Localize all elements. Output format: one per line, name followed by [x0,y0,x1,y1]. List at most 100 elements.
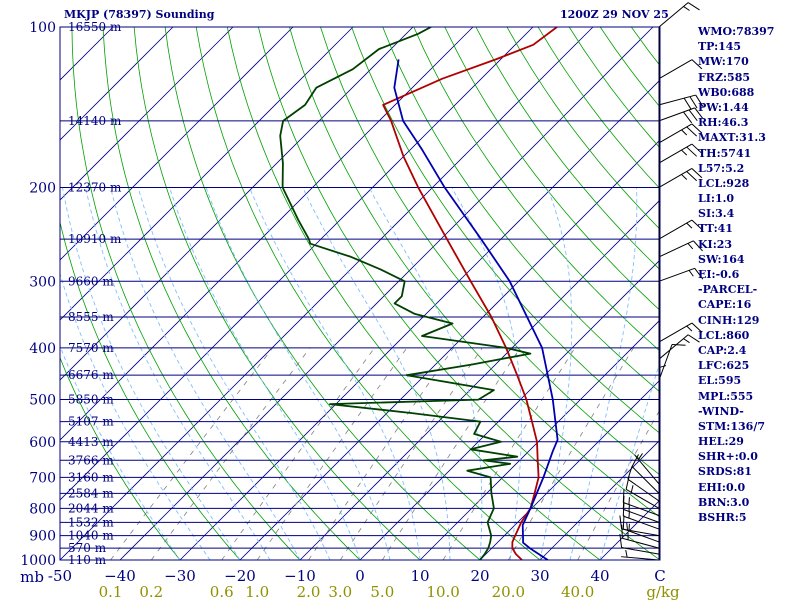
index-item: MW:170 [698,55,749,69]
temperature-tick-label: 10 [410,567,429,585]
wind-barb-shaft [658,143,693,164]
mixing-ratio-line [577,408,660,560]
mixing-ratio-label: 20.0 [492,583,525,600]
mixing-ratio-line [339,347,483,560]
wind-barb [658,143,703,164]
wind-barb-full [686,126,698,137]
height-label: 14140 m [68,114,122,128]
height-label: 7570 m [68,341,114,355]
index-item: BRN:3.0 [698,495,750,509]
mixing-ratio-label: 1.0 [245,583,269,600]
moist-adiabat-line [249,187,421,560]
wind-barb-full [631,454,639,467]
wind-barb-full [691,219,703,230]
wind-barb [658,59,703,80]
wind-barb-shaft [631,466,660,494]
index-item: SI:3.4 [698,207,735,221]
index-item: LCL:860 [698,328,750,342]
moist-adiabat-line [368,187,483,560]
wind-barb [658,334,700,360]
height-label: 1040 m [68,529,114,543]
isotherm-line [119,27,654,560]
wind-barb-half [687,243,694,250]
isotherm-line [299,199,660,560]
wind-barb [658,2,700,28]
isotherm-line [359,259,660,560]
mixing-ratio-line [442,347,576,560]
mixing-ratio-line [507,347,634,560]
index-item: MPL:555 [698,389,754,403]
wind-barb-half [625,549,628,558]
wind-barb [658,123,703,144]
wind-barb-half [628,523,630,532]
wind-barb-shaft [622,537,660,549]
pressure-label: 700 [29,470,56,486]
wind-barb [621,549,660,561]
wind-barb-full [691,143,703,154]
wind-barb-full [627,466,633,480]
index-item: -WIND- [698,404,744,418]
wind-barb [621,524,660,549]
temperature-tick-label: -50 [48,567,72,585]
pressure-label: 600 [29,435,56,451]
wind-barb-half [683,6,690,11]
height-label: 3160 m [68,470,114,484]
temperature-tick-label: 20 [470,567,489,585]
wind-barb-full [691,168,703,179]
wind-barb-shaft [658,267,695,282]
moist-adiabat-line [169,187,361,560]
wind-barb-shaft [621,528,660,537]
wind-barb-full [691,322,703,333]
index-item: L57:5.2 [698,161,745,175]
index-item: TH:5741 [698,146,752,160]
wind-barb-full [688,109,698,122]
moist-adiabat-line [110,187,301,560]
index-item: EL:595 [698,374,742,388]
wind-barb-shaft [623,528,660,543]
wind-barb-column [619,2,704,561]
height-label: 1532 m [68,515,114,529]
wind-barb-shaft [658,168,693,188]
pressure-label: 1000 [20,553,56,569]
isotherm-line [479,379,660,560]
wind-barb-full [671,344,686,346]
wind-barb-shaft [621,547,660,555]
wind-barb-full [695,94,704,107]
wind-barb-shaft [658,107,695,122]
wind-barb [658,322,703,343]
height-label: 6676 m [68,368,114,382]
sounding-time: 1200Z 29 NOV 25 [560,8,669,21]
wind-barb-shaft [658,334,689,360]
height-label: 5850 m [68,393,114,407]
height-label: 4413 m [68,435,114,449]
isotherm-line [60,27,354,321]
temperature-tick-label: C [654,567,665,585]
moist-adiabat-line [599,359,660,560]
height-label: 3766 m [68,453,114,467]
mixing-ratio-label: 0.2 [139,583,163,600]
mixing-ratio-label: 10.0 [426,583,459,600]
dry-adiabat-line [258,27,660,560]
mixing-ratio-label: 40.0 [561,583,594,600]
height-label: 12370 m [68,180,122,194]
isotherm-line [239,139,660,560]
index-item: SW:164 [698,252,745,266]
wind-barb-half [626,522,628,531]
isotherm-line [179,79,660,560]
isotherm-line [60,27,234,201]
wind-barb-full [687,2,700,11]
wind-barb-half [630,485,634,493]
wind-barb [658,168,703,188]
station-title: MKJP (78397) Sounding [64,8,215,21]
wind-barb [622,488,660,516]
wind-barb-shaft [623,515,660,530]
wind-barb-full [693,240,703,252]
pressure-label: 200 [29,180,56,196]
wind-barb-half [638,453,643,460]
wind-barb-shaft [623,508,660,523]
plot-frame [59,26,661,561]
index-item: MAXT:31.3 [698,131,766,145]
index-item: CINH:129 [698,313,760,327]
isotherm-line [60,27,534,501]
